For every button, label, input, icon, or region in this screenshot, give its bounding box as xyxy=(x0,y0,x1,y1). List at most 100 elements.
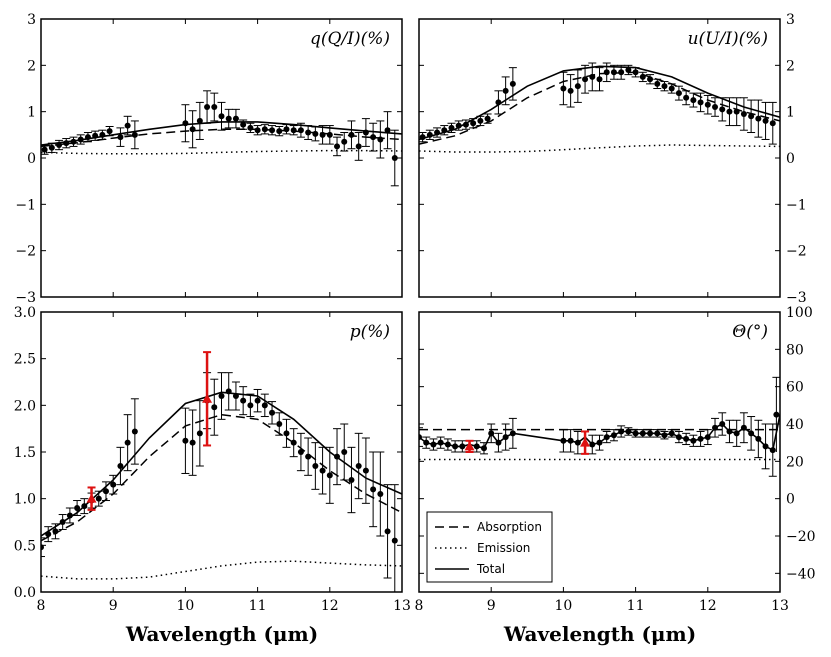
y-tick-label: 1 xyxy=(27,105,36,121)
data-point xyxy=(211,404,218,411)
data-point xyxy=(102,488,109,495)
data-point xyxy=(719,421,726,427)
x-axis-label-right: Wavelength (μm) xyxy=(503,622,696,646)
x-tick-label: 9 xyxy=(109,598,118,614)
data-point xyxy=(733,108,740,115)
data-point xyxy=(204,104,211,111)
data-point xyxy=(733,430,740,437)
data-point xyxy=(462,121,469,128)
data-point xyxy=(596,76,603,83)
x-axis-label-left: Wavelength (μm) xyxy=(125,622,318,646)
plot-area-u xyxy=(419,62,780,153)
data-point xyxy=(269,127,276,134)
x-tick-label: 8 xyxy=(37,598,46,614)
x-tick-label: 13 xyxy=(393,598,411,614)
data-point xyxy=(84,134,91,141)
y-tick-label: −3 xyxy=(786,290,807,306)
panel-title: u(U/I)(%) xyxy=(688,29,768,49)
highlight-point xyxy=(464,441,475,451)
plot-area-theta xyxy=(419,376,780,477)
data-point xyxy=(434,129,441,136)
data-point xyxy=(740,110,747,117)
x-tick-label: 9 xyxy=(487,598,496,614)
data-point xyxy=(748,430,755,437)
y-tick-label: 40 xyxy=(786,417,804,433)
data-point xyxy=(452,443,459,450)
data-point xyxy=(632,430,639,437)
data-point xyxy=(384,528,391,535)
data-point xyxy=(574,439,581,446)
data-point xyxy=(639,430,646,437)
series-emission xyxy=(41,560,402,580)
data-point xyxy=(610,432,617,439)
y-tick-label: 0 xyxy=(786,151,795,167)
data-point xyxy=(444,441,451,448)
data-point xyxy=(334,453,341,460)
data-point xyxy=(297,127,304,134)
data-point xyxy=(726,108,733,115)
data-point xyxy=(419,134,426,141)
data-point xyxy=(341,138,348,145)
data-point xyxy=(567,437,574,444)
data-point xyxy=(377,136,384,143)
data-point xyxy=(362,129,369,136)
data-point xyxy=(117,463,124,469)
data-point xyxy=(319,131,326,138)
y-tick-label: 3 xyxy=(786,12,795,28)
data-point xyxy=(48,144,55,151)
data-point xyxy=(74,505,81,511)
data-point xyxy=(355,463,362,469)
data-point xyxy=(574,83,581,90)
data-point xyxy=(661,83,668,90)
data-point xyxy=(370,486,377,493)
data-point xyxy=(437,439,444,446)
data-point xyxy=(348,131,355,138)
y-tick-label: 2 xyxy=(786,58,795,74)
x-tick-label: 12 xyxy=(321,598,339,614)
data-point xyxy=(247,124,254,131)
data-point xyxy=(625,428,632,435)
data-point xyxy=(66,512,73,519)
data-point xyxy=(488,430,495,437)
data-point xyxy=(77,136,84,143)
panel-frame xyxy=(418,311,781,593)
data-point xyxy=(509,80,516,87)
data-point xyxy=(480,445,487,452)
data-point xyxy=(560,85,567,92)
y-tick-label: 1.0 xyxy=(14,492,36,508)
y-tick-label: 20 xyxy=(786,454,804,470)
data-point xyxy=(683,435,690,442)
data-point xyxy=(618,428,625,435)
data-point xyxy=(484,115,491,122)
panel-q: −3 −2 −1 0 1 2 3 q(Q/I)(%) xyxy=(15,12,403,306)
y-tick-label: 0 xyxy=(27,151,36,167)
x-tick-label: 12 xyxy=(699,598,717,614)
data-point xyxy=(610,69,617,76)
data-point xyxy=(582,76,589,83)
y-tick-label: 100 xyxy=(786,305,813,321)
data-point xyxy=(261,402,268,409)
data-point xyxy=(712,104,719,111)
y-tick-label: 0.0 xyxy=(14,585,36,601)
data-point xyxy=(312,130,319,137)
data-point xyxy=(589,73,596,80)
data-point xyxy=(773,411,780,418)
data-point xyxy=(240,121,247,128)
data-point xyxy=(668,85,675,92)
data-point xyxy=(124,122,131,129)
data-point xyxy=(502,87,509,94)
data-point xyxy=(618,69,625,76)
data-point xyxy=(254,127,261,134)
data-point xyxy=(603,434,610,441)
data-point xyxy=(106,128,113,135)
data-point xyxy=(441,127,448,134)
data-point xyxy=(348,477,355,483)
panel-frame xyxy=(418,18,781,298)
data-point xyxy=(182,437,189,444)
plot-area-p xyxy=(41,351,402,592)
y-tick-label: 1.5 xyxy=(14,445,36,461)
data-point xyxy=(675,434,682,441)
data-point xyxy=(70,138,77,145)
data-point xyxy=(370,134,377,141)
